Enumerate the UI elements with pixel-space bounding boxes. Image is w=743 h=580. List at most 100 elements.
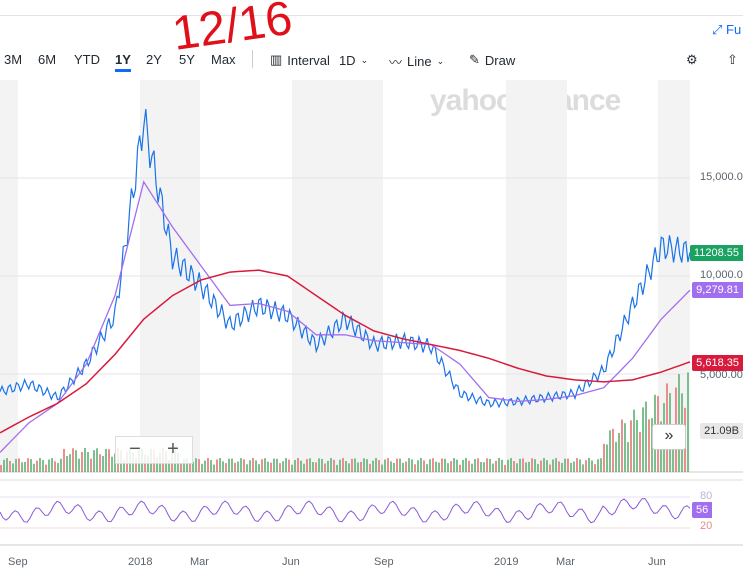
series-line-1 <box>0 180 691 453</box>
volume-bar-103 <box>309 458 311 472</box>
time-band-3 <box>506 80 567 472</box>
y-tick-5000: 5,000.00 <box>700 369 743 381</box>
volume-bar-22 <box>66 456 68 472</box>
volume-bar-36 <box>108 449 110 472</box>
volume-bar-154 <box>462 459 464 472</box>
volume-bar-110 <box>330 458 332 472</box>
volume-bar-15 <box>45 464 47 472</box>
volume-bar-76 <box>228 458 230 472</box>
volume-bar-67 <box>201 463 203 472</box>
range-ytd[interactable]: YTD <box>74 52 100 67</box>
toolbar-divider <box>252 50 253 68</box>
volume-bar-172 <box>516 463 518 472</box>
x-tick-jun-2019: Jun <box>648 556 666 568</box>
volume-bar-168 <box>504 464 506 472</box>
volume-bar-8 <box>24 461 26 472</box>
volume-bar-206 <box>618 432 620 472</box>
chart-toolbar: 3M 6M YTD 1Y 2Y 5Y Max ▥ Interval 1D ⌄ 〰… <box>0 44 743 76</box>
range-3m[interactable]: 3M <box>4 52 23 67</box>
volume-bar-199 <box>597 459 599 472</box>
volume-bar-193 <box>579 459 581 472</box>
volume-bar-108 <box>324 463 326 472</box>
volume-bar-212 <box>636 419 638 472</box>
volume-bar-196 <box>588 458 590 472</box>
volume-bar-187 <box>561 462 563 472</box>
volume-bar-205 <box>615 441 617 472</box>
volume-bar-14 <box>42 460 44 472</box>
volume-bar-149 <box>447 463 449 472</box>
volume-bar-211 <box>633 409 635 472</box>
y-tick-15000: 15,000.00 <box>700 171 743 183</box>
range-2y[interactable]: 2Y <box>146 52 162 67</box>
volume-bar-81 <box>243 459 245 472</box>
y-tick-10000: 10,000.00 <box>700 269 743 281</box>
pencil-icon: ✎ <box>469 52 480 67</box>
line-label: Line <box>407 54 432 69</box>
volume-bar-27 <box>81 451 83 472</box>
volume-bar-92 <box>276 458 278 472</box>
series-line-0 <box>0 108 691 409</box>
range-1y[interactable]: 1Y <box>115 52 131 72</box>
volume-bar-162 <box>486 458 488 472</box>
volume-bar-109 <box>327 460 329 472</box>
rsi-value-tag: 56 <box>692 502 713 518</box>
volume-bar-107 <box>321 458 323 472</box>
volume-bar-18 <box>54 461 56 472</box>
top-separator <box>0 15 743 16</box>
volume-bar-37 <box>111 456 113 472</box>
zoom-in-button[interactable]: + <box>167 438 179 460</box>
volume-bar-122 <box>366 459 368 472</box>
volume-bar-83 <box>249 460 251 472</box>
volume-bar-155 <box>465 458 467 472</box>
volume-bar-138 <box>414 464 416 472</box>
volume-bar-145 <box>435 461 437 472</box>
range-6m[interactable]: 6M <box>38 52 57 67</box>
volume-bar-209 <box>627 442 629 472</box>
volume-bar-25 <box>75 450 77 472</box>
volume-bar-21 <box>63 448 65 472</box>
line-type-button[interactable]: 〰 Line ⌄ <box>389 52 444 71</box>
volume-bar-146 <box>438 462 440 472</box>
volume-bar-80 <box>240 458 242 472</box>
volume-bar-179 <box>537 463 539 472</box>
interval-button[interactable]: ▥ Interval 1D ⌄ <box>270 52 368 68</box>
volume-bar-214 <box>642 407 644 472</box>
share-icon[interactable]: ⇧ <box>727 52 738 67</box>
volume-bar-130 <box>390 461 392 472</box>
volume-bar-86 <box>258 464 260 472</box>
volume-bar-9 <box>27 458 29 472</box>
volume-bar-195 <box>585 460 587 472</box>
volume-bar-95 <box>285 458 287 472</box>
volume-bar-66 <box>198 459 200 472</box>
range-5y[interactable]: 5Y <box>179 52 195 67</box>
volume-bar-192 <box>576 458 578 472</box>
chevron-down-icon: ⌄ <box>360 54 369 65</box>
volume-bar-93 <box>279 463 281 472</box>
gear-icon[interactable]: ⚙ <box>686 52 698 67</box>
volume-bar-197 <box>591 460 593 472</box>
ma200-tag: 5,618.35 <box>692 355 743 371</box>
volume-bar-210 <box>630 420 632 472</box>
draw-button[interactable]: ✎ Draw <box>469 52 515 68</box>
volume-tag: 21.09B <box>700 423 743 439</box>
volume-bar-65 <box>195 458 197 472</box>
time-band-2 <box>292 80 383 472</box>
volume-bar-184 <box>552 459 554 472</box>
volume-bar-173 <box>519 458 521 472</box>
volume-bar-132 <box>396 458 398 472</box>
volume-bar-117 <box>351 458 353 472</box>
volume-bar-178 <box>534 459 536 472</box>
volume-bar-188 <box>564 458 566 472</box>
range-max[interactable]: Max <box>211 52 236 67</box>
volume-bar-98 <box>294 460 296 472</box>
volume-bar-33 <box>99 454 101 472</box>
volume-bar-101 <box>303 463 305 472</box>
volume-bar-106 <box>318 458 320 472</box>
volume-bar-2 <box>6 458 8 472</box>
volume-bar-126 <box>378 460 380 472</box>
expand-range-button[interactable]: » <box>652 424 686 450</box>
volume-bar-170 <box>510 458 512 472</box>
zoom-out-button[interactable]: − <box>129 438 141 460</box>
volume-bar-29 <box>87 452 89 472</box>
fullscreen-button[interactable]: ⤢ Fu <box>712 22 741 38</box>
